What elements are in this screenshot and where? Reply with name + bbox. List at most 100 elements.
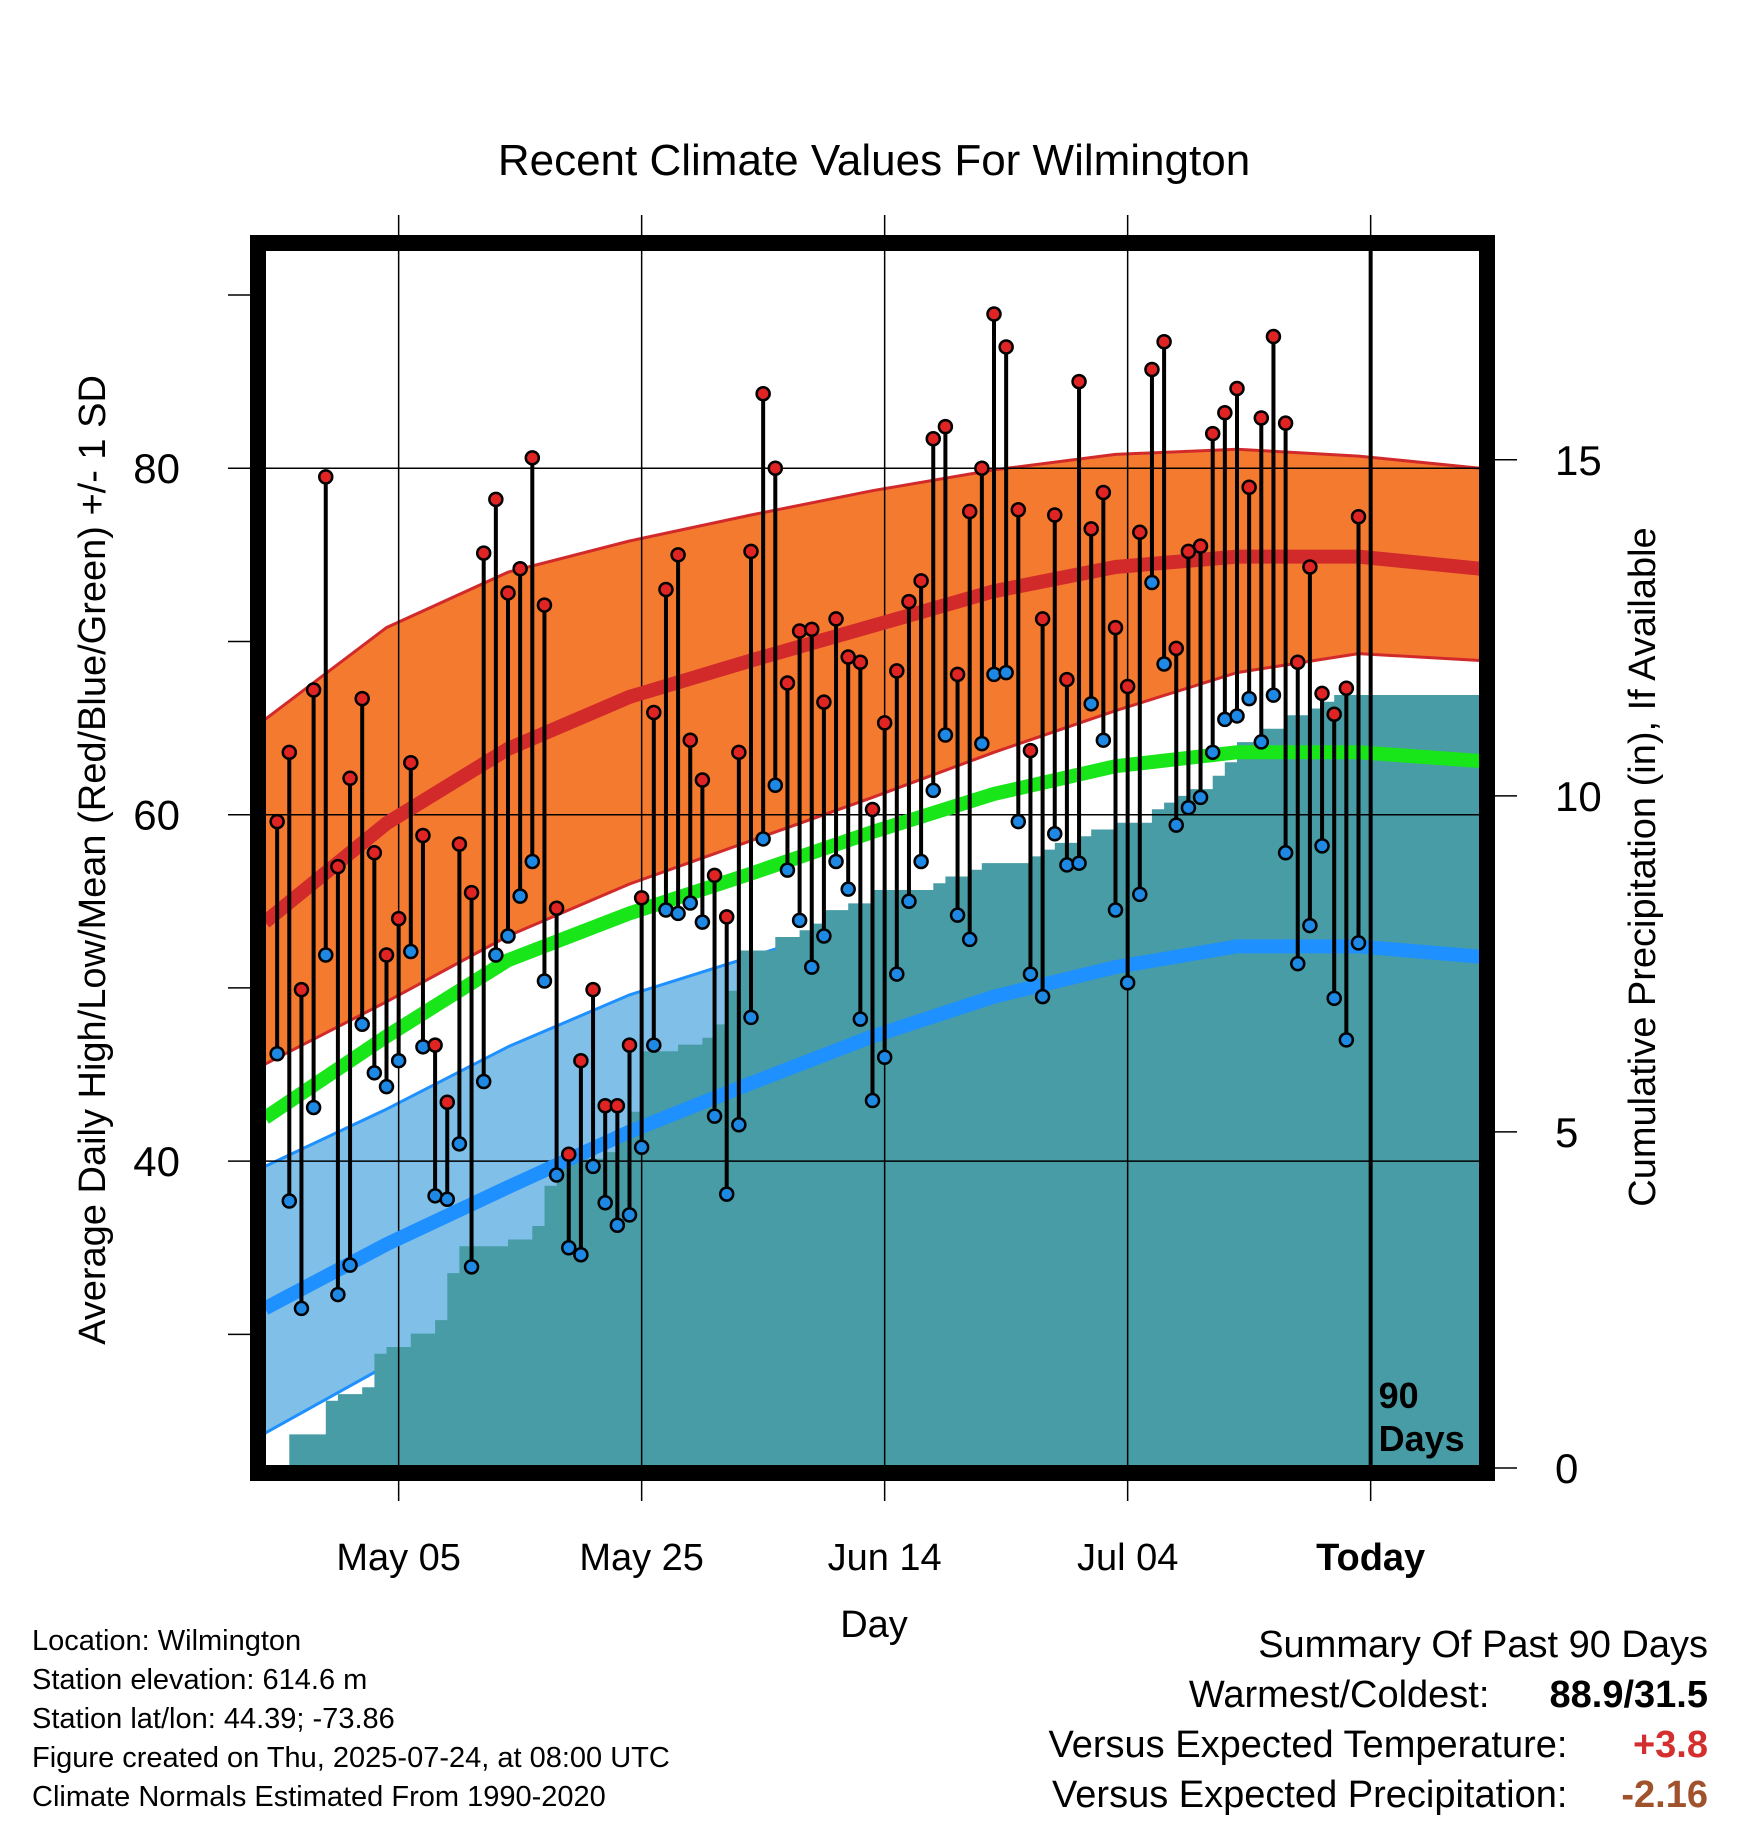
daily-high-point <box>488 491 504 508</box>
daily-high-point <box>1034 611 1051 627</box>
daily-low-point <box>475 1073 492 1090</box>
daily-low-point <box>779 862 796 878</box>
daily-low-point <box>1071 855 1087 871</box>
daily-low-point <box>901 893 917 910</box>
normal-high-band <box>265 449 1480 1065</box>
daily-high-point <box>512 560 528 577</box>
daily-high-point <box>269 813 285 830</box>
daily-high-point <box>658 581 674 598</box>
daily-high-point <box>1047 507 1063 523</box>
normals-text: Climate Normals Estimated From 1990-2020 <box>32 1781 606 1813</box>
daily-high-point <box>974 460 990 476</box>
daily-low-point <box>1156 656 1172 672</box>
daily-high-point <box>548 900 565 916</box>
elevation-text: Station elevation: 614.6 m <box>32 1664 368 1696</box>
normal-high-upper-line <box>264 447 1481 721</box>
daily-low-point <box>390 1052 407 1069</box>
daily-high-point <box>731 744 747 761</box>
daily-high-point <box>354 690 370 707</box>
daily-low-point <box>512 888 528 904</box>
daily-low-point <box>937 727 954 743</box>
daily-low-point <box>816 928 832 944</box>
daily-high-point <box>536 597 553 613</box>
daily-low-point <box>876 1049 893 1065</box>
y-axis-label-left: Average Daily High/Low/Mean (Red/Blue/Gr… <box>72 375 114 1345</box>
daily-low-point <box>925 782 941 799</box>
daily-high-point <box>1132 524 1148 541</box>
daily-low-point <box>1364 0 1377 7</box>
y-tick-label-right: 10 <box>1555 773 1602 820</box>
daily-low-point <box>961 931 978 948</box>
daily-high-point <box>998 339 1014 355</box>
daily-low-point <box>609 1217 626 1234</box>
normal-high-lower-line <box>264 652 1481 1066</box>
daily-low-point <box>1095 732 1112 748</box>
warm-cold-row: Warmest/Coldest: 88.9/31.5 <box>1049 1670 1708 1720</box>
daily-low-point <box>1010 813 1027 830</box>
daily-high-point <box>1241 479 1257 496</box>
y-tick-label-left: 80 <box>133 445 180 492</box>
daily-low-point <box>1022 966 1039 982</box>
daily-low-point <box>451 1136 468 1152</box>
daily-low-point <box>488 947 504 963</box>
x-tick-label: Today <box>1316 1537 1425 1579</box>
daily-low-point <box>342 1257 358 1273</box>
daily-low-point <box>305 1099 322 1116</box>
daily-low-point <box>804 959 820 975</box>
y-tick-label-right: 5 <box>1555 1109 1578 1156</box>
precip-anomaly-value: -2.16 <box>1621 1774 1708 1816</box>
daily-low-point <box>1350 935 1367 951</box>
temp-anomaly-value: +3.8 <box>1632 1724 1708 1766</box>
daily-low-point <box>913 853 929 870</box>
daily-low-point <box>1144 574 1160 591</box>
daily-high-point <box>1350 508 1367 525</box>
daily-high-point <box>1083 521 1099 537</box>
daily-high-point <box>1071 373 1087 390</box>
daily-low-point <box>524 853 541 870</box>
daily-high-point <box>718 909 735 925</box>
daily-low-point <box>561 1240 577 1256</box>
daily-high-point <box>1253 410 1270 426</box>
daily-low-point <box>354 1016 370 1033</box>
daily-high-point <box>1265 328 1282 345</box>
daily-low-point <box>889 966 905 982</box>
precip-anomaly-row: Versus Expected Precipitation: -2.16 <box>1049 1770 1708 1820</box>
daily-high-point <box>937 418 954 435</box>
daily-high-point <box>743 543 759 560</box>
x-axis-label: Day <box>840 1604 908 1646</box>
daily-high-point <box>1204 425 1221 442</box>
daily-high-point <box>646 704 662 721</box>
daily-high-point <box>561 1146 577 1162</box>
y-tick-label-left: 40 <box>133 1138 180 1185</box>
x-tick-label: May 25 <box>579 1537 704 1579</box>
daily-low-point <box>1290 955 1306 972</box>
daily-low-point <box>828 853 844 870</box>
daily-high-point <box>573 1052 589 1069</box>
daily-high-point <box>1156 333 1172 350</box>
x-tick-label: May 05 <box>336 1537 461 1579</box>
daily-low-point <box>646 1037 662 1053</box>
daily-low-point <box>998 664 1014 681</box>
daily-high-point <box>439 1094 455 1111</box>
daily-high-point <box>609 1097 626 1114</box>
daily-high-point <box>463 884 480 901</box>
daily-low-point <box>852 1011 869 1027</box>
daily-high-point <box>925 431 941 447</box>
daily-high-point <box>427 1037 443 1053</box>
daily-high-point <box>621 1037 638 1053</box>
daily-low-point <box>1168 817 1184 833</box>
daily-low-point <box>1265 687 1282 703</box>
daily-low-point <box>1314 838 1330 854</box>
daily-low-point <box>1119 974 1136 991</box>
daily-low-point <box>415 1039 431 1055</box>
daily-high-point <box>330 858 346 875</box>
daily-high-point <box>1326 706 1342 722</box>
daily-high-point <box>1302 559 1318 575</box>
x-tick-label: Jun 14 <box>828 1537 942 1579</box>
daily-low-point <box>573 1246 589 1263</box>
daily-high-point <box>633 890 650 906</box>
daily-high-point <box>1290 654 1306 670</box>
daily-low-point <box>366 1065 383 1081</box>
y-axis-label-right: Cumulative Precipitation (in), If Availa… <box>1622 527 1664 1206</box>
